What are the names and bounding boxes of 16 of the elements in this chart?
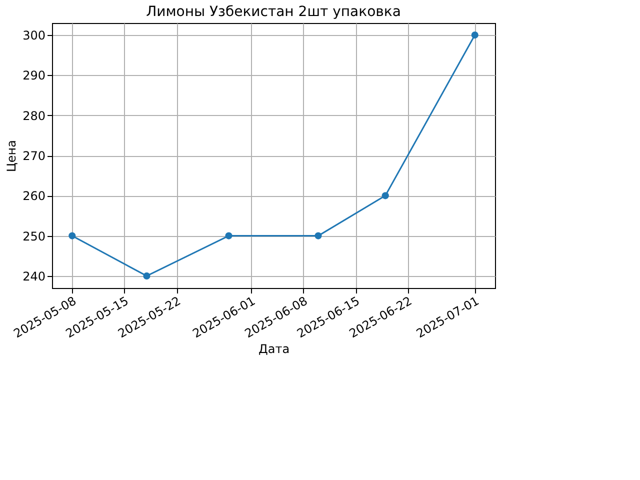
y-tick-label: 240 xyxy=(22,269,46,284)
point xyxy=(314,232,322,240)
x-axis-title: Дата xyxy=(258,342,290,356)
y-tick-label: 260 xyxy=(22,189,46,204)
y-axis-title: Цена xyxy=(4,140,19,172)
y-tick-label: 270 xyxy=(22,149,46,163)
y-tick-label: 250 xyxy=(22,229,46,244)
point xyxy=(471,32,478,39)
point xyxy=(143,272,150,280)
y-tick-label: 300 xyxy=(22,28,46,43)
chart-title: Лимоны Узбекистан 2шт упаковка xyxy=(146,4,401,20)
point xyxy=(382,192,389,200)
y-tick-label: 290 xyxy=(22,68,46,83)
point xyxy=(68,232,76,240)
y-tick-label: 280 xyxy=(22,108,46,123)
point xyxy=(225,232,232,240)
